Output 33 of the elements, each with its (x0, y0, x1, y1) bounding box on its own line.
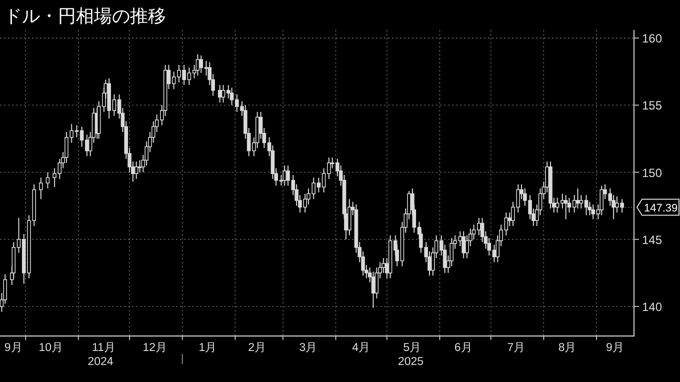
candlestick (134, 161, 138, 180)
x-tick-label: 12月 (142, 341, 168, 354)
x-tick-label: 9月 (4, 341, 23, 354)
y-tick-label: 160 (642, 32, 662, 46)
x-tick-label: 5月 (403, 341, 422, 354)
annotation: 147.39 (644, 202, 678, 214)
x-tick-label: 1月 (198, 341, 218, 354)
x-tick-label: 3月 (299, 341, 318, 354)
candlestick (282, 165, 287, 186)
x-tick-label: 11月 (92, 341, 116, 354)
candlestick (218, 84, 222, 103)
x-tick-label: 10月 (38, 341, 64, 354)
candlestick (371, 271, 376, 308)
x-tick-label: 9月 (606, 341, 624, 354)
x-tick-label: 4月 (352, 341, 371, 354)
candlestick (564, 194, 568, 220)
x-tick-label: 7月 (507, 341, 526, 354)
x2-tick-label: 2025 (398, 356, 424, 368)
x2-tick-label: 2024 (88, 356, 114, 368)
candlestick (46, 172, 50, 189)
candlestick (462, 230, 466, 259)
y-tick-label: 150 (642, 166, 662, 180)
x-tick-label: 2月 (248, 341, 267, 354)
chart-title: ドル・円相場の推移 (4, 6, 166, 26)
y-tick-label: 145 (642, 232, 662, 247)
x-tick-label: 6月 (454, 341, 473, 354)
candlestick (576, 188, 580, 209)
candlestick (600, 185, 604, 216)
candlestick (199, 55, 204, 74)
y-tick-label: 155 (642, 98, 662, 113)
candlestick (39, 177, 43, 200)
x-tick-label: 8月 (558, 341, 577, 354)
y-tick-label: 140 (642, 300, 662, 314)
